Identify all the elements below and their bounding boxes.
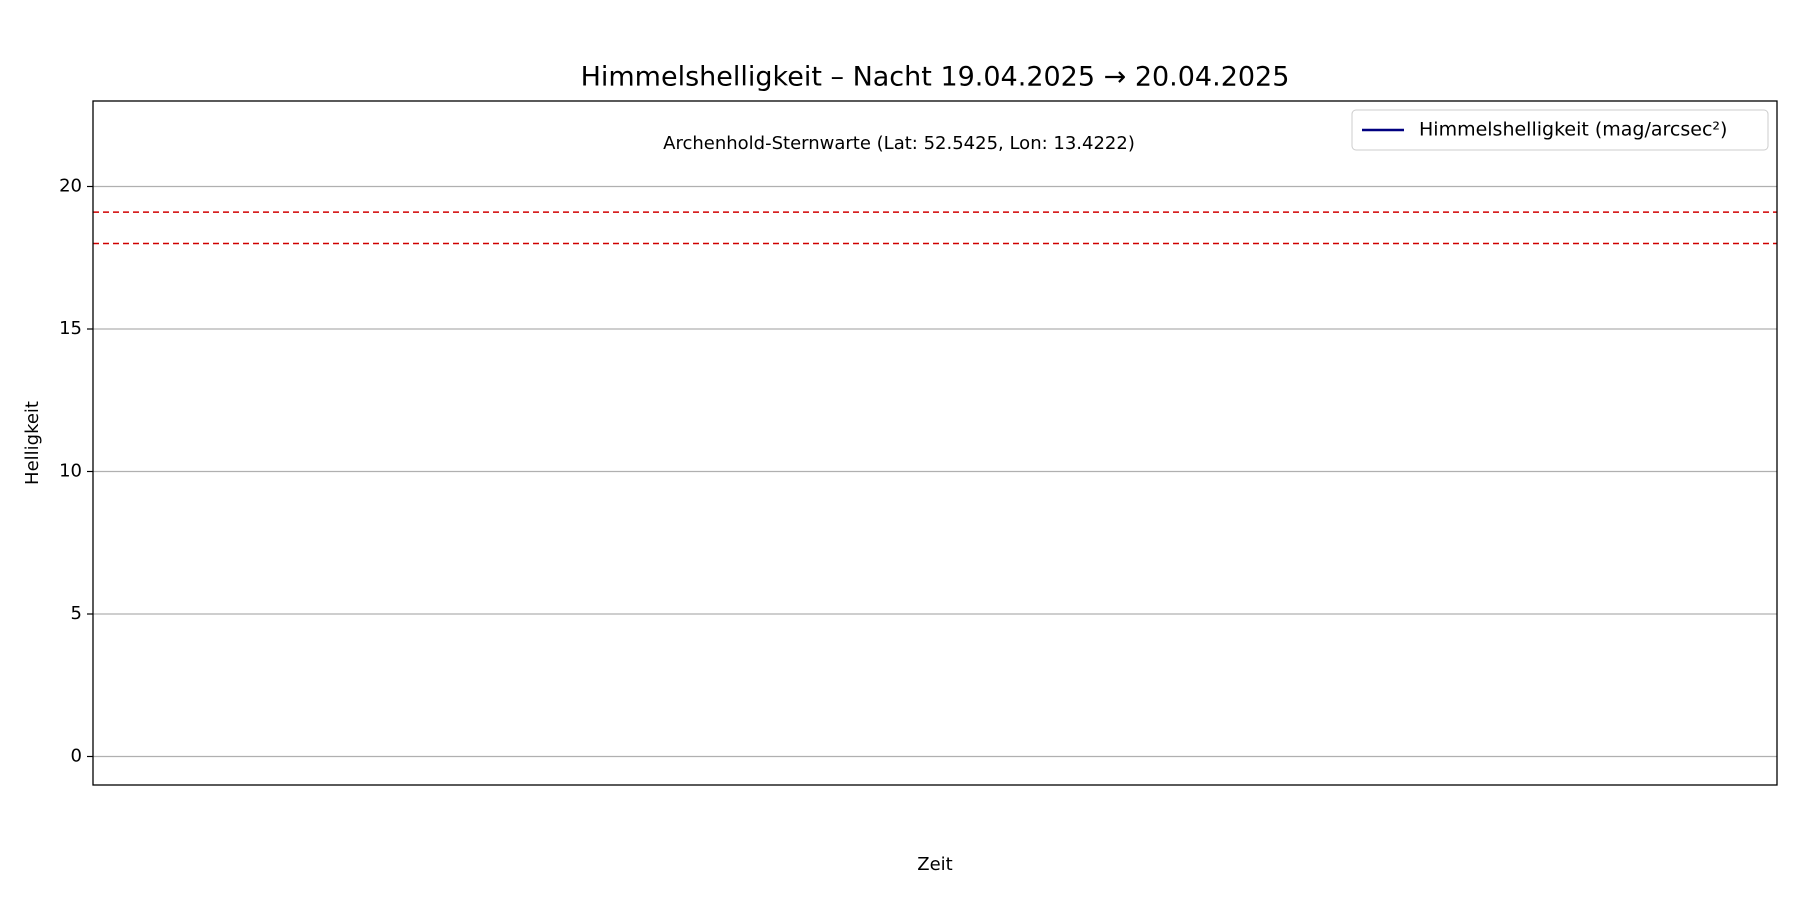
y-axis-label: Helligkeit xyxy=(22,401,43,485)
legend-box xyxy=(1351,109,1769,151)
x-axis-label: Zeit xyxy=(917,854,952,875)
y-tick-label: 20 xyxy=(59,176,82,197)
annotation: Archenhold-Sternwarte (Lat: 52.5425, Lon… xyxy=(663,133,1135,154)
y-tick-label: 5 xyxy=(71,603,82,624)
y-tick-label: 10 xyxy=(59,461,82,482)
plot-frame xyxy=(92,100,1778,786)
y-tick-label: 15 xyxy=(59,318,82,339)
legend-label: Himmelshelligkeit (mag/arcsec²) xyxy=(1419,119,1727,141)
y-tick-label: 0 xyxy=(71,746,82,767)
chart-title: Himmelshelligkeit – Nacht 19.04.2025 → 2… xyxy=(581,62,1290,93)
